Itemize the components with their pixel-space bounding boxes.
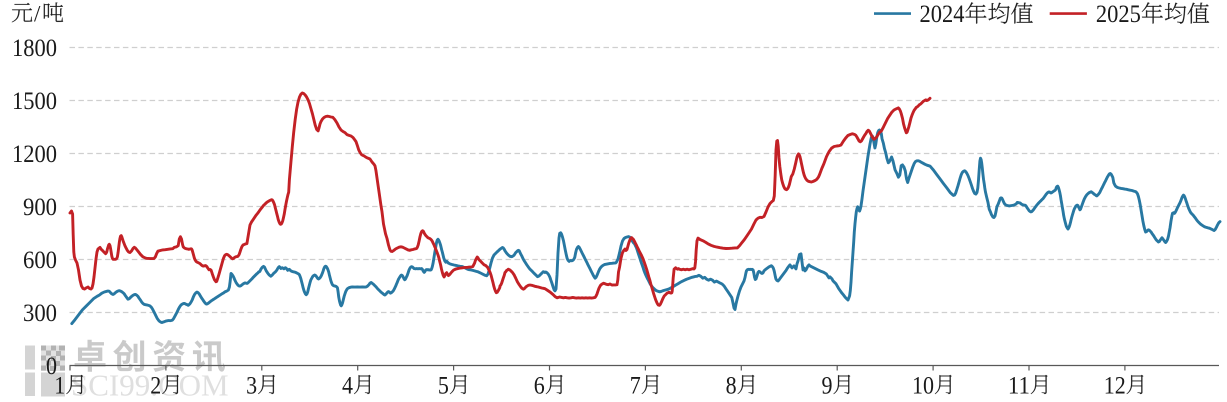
svg-text:5: 5 bbox=[438, 373, 449, 400]
svg-text:12: 12 bbox=[1104, 373, 1126, 400]
svg-text:900: 900 bbox=[23, 194, 57, 221]
svg-text:8: 8 bbox=[726, 373, 737, 400]
svg-text:0: 0 bbox=[46, 353, 57, 380]
svg-text:2024: 2024 bbox=[920, 1, 965, 28]
svg-text:6: 6 bbox=[534, 373, 545, 400]
svg-text:1200: 1200 bbox=[12, 141, 57, 168]
svg-text:1: 1 bbox=[54, 373, 65, 400]
svg-text:300: 300 bbox=[23, 300, 57, 327]
svg-text:/: / bbox=[34, 2, 41, 27]
svg-text:2025: 2025 bbox=[1096, 1, 1141, 28]
svg-text:4: 4 bbox=[342, 373, 353, 400]
svg-text:2: 2 bbox=[150, 373, 161, 400]
svg-text:3: 3 bbox=[246, 373, 257, 400]
svg-text:10: 10 bbox=[912, 373, 934, 400]
svg-text:1800: 1800 bbox=[12, 35, 57, 62]
svg-text:11: 11 bbox=[1008, 373, 1030, 400]
svg-text:600: 600 bbox=[23, 247, 57, 274]
svg-text:SCI99.COM: SCI99.COM bbox=[71, 368, 229, 402]
svg-text:7: 7 bbox=[630, 373, 641, 400]
svg-text:9: 9 bbox=[822, 373, 833, 400]
svg-text:1500: 1500 bbox=[12, 88, 57, 115]
